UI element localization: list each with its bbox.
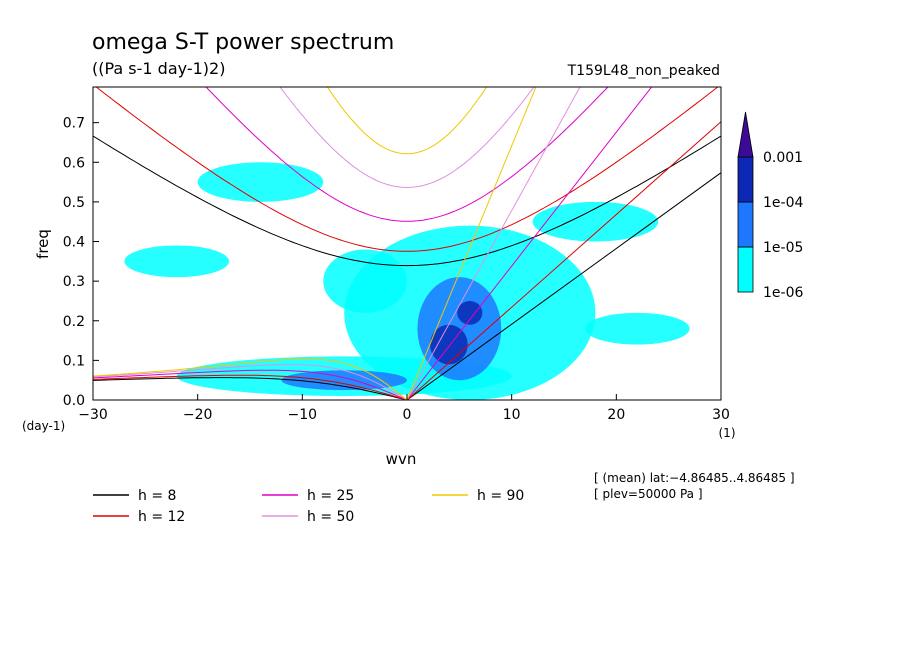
dispersion-curve xyxy=(93,377,408,400)
contour-blob xyxy=(281,370,408,391)
contour-blob xyxy=(124,245,230,278)
annotation-lat: [ (mean) lat:−4.86485..4.86485 ] xyxy=(594,471,795,485)
annotation-plev: [ plev=50000 Pa ] xyxy=(594,487,703,501)
legend: h = 8 h = 12 h = 25 h = 50 h = 90 xyxy=(93,488,524,525)
y-tick-label: 0.2 xyxy=(63,314,85,330)
colorbar-segment xyxy=(737,156,754,203)
y-tick-label: 0.1 xyxy=(63,353,85,369)
dispersion-curves xyxy=(93,87,721,400)
x-tick-label: −20 xyxy=(183,407,213,423)
contour-blob xyxy=(532,201,659,242)
x-tick-label: −10 xyxy=(288,407,318,423)
contour-fill xyxy=(124,162,690,400)
x-axis-label: wvn xyxy=(386,450,417,468)
y-tick-label: 0.3 xyxy=(63,274,85,290)
colorbar-segment xyxy=(737,246,754,293)
x-tick-label: 20 xyxy=(607,407,625,423)
legend-label: h = 25 xyxy=(307,488,354,504)
contour-blob xyxy=(197,162,324,202)
dispersion-curve xyxy=(93,369,408,400)
x-tick-label: 0 xyxy=(403,407,412,423)
y-unit-label: (day-1) xyxy=(22,419,65,433)
dispersion-curve xyxy=(205,87,609,222)
run-label: T159L48_non_peaked xyxy=(567,63,720,79)
y-axis-ticks: 0.0 0.1 0.2 0.3 0.4 0.5 0.6 0.7 xyxy=(63,116,99,409)
dispersion-curve xyxy=(95,87,719,252)
contour-blob xyxy=(457,300,483,325)
x-axis-ticks: −30 −20 −10 0 10 20 30 xyxy=(78,394,730,423)
y-tick-label: 0.5 xyxy=(63,195,85,211)
y-tick-label: 0.6 xyxy=(63,155,85,171)
x-unit-label: (1) xyxy=(719,426,736,440)
colorbar-label: 1e-05 xyxy=(763,240,803,256)
x-tick-label: 10 xyxy=(503,407,521,423)
legend-label: h = 90 xyxy=(477,488,524,504)
dispersion-curve xyxy=(279,87,535,189)
dispersion-curve xyxy=(93,364,408,400)
chart-title: omega S-T power spectrum xyxy=(92,30,394,55)
chart-subtitle: ((Pa s-1 day-1)2) xyxy=(92,59,225,78)
dispersion-curve xyxy=(406,172,721,400)
contour-blob xyxy=(584,312,690,345)
colorbar-label: 0.001 xyxy=(763,150,803,166)
y-tick-label: 0.7 xyxy=(63,116,85,132)
legend-label: h = 8 xyxy=(138,488,176,504)
dispersion-curve xyxy=(326,87,488,155)
dispersion-curve xyxy=(406,87,537,400)
x-tick-label: −30 xyxy=(78,407,108,423)
dispersion-curve xyxy=(406,87,653,400)
y-tick-label: 0.0 xyxy=(63,393,85,409)
colorbar-segment xyxy=(737,201,754,248)
colorbar-label: 1e-06 xyxy=(763,285,803,301)
dispersion-curve xyxy=(93,135,721,267)
y-axis-label: freq xyxy=(34,229,52,259)
x-tick-label: 30 xyxy=(712,407,730,423)
dispersion-curve xyxy=(406,87,581,400)
legend-label: h = 50 xyxy=(307,509,354,525)
contour-blob xyxy=(323,249,407,313)
dispersion-curve xyxy=(406,121,721,400)
y-tick-label: 0.4 xyxy=(63,235,85,251)
colorbar-label: 1e-04 xyxy=(763,195,803,211)
colorbar: 1e-06 1e-05 1e-04 0.001 xyxy=(737,111,803,301)
plot-area xyxy=(93,87,721,400)
dispersion-curve xyxy=(93,358,408,400)
legend-label: h = 12 xyxy=(138,509,185,525)
colorbar-extend-arrow xyxy=(737,111,754,158)
dispersion-curve xyxy=(93,374,408,400)
